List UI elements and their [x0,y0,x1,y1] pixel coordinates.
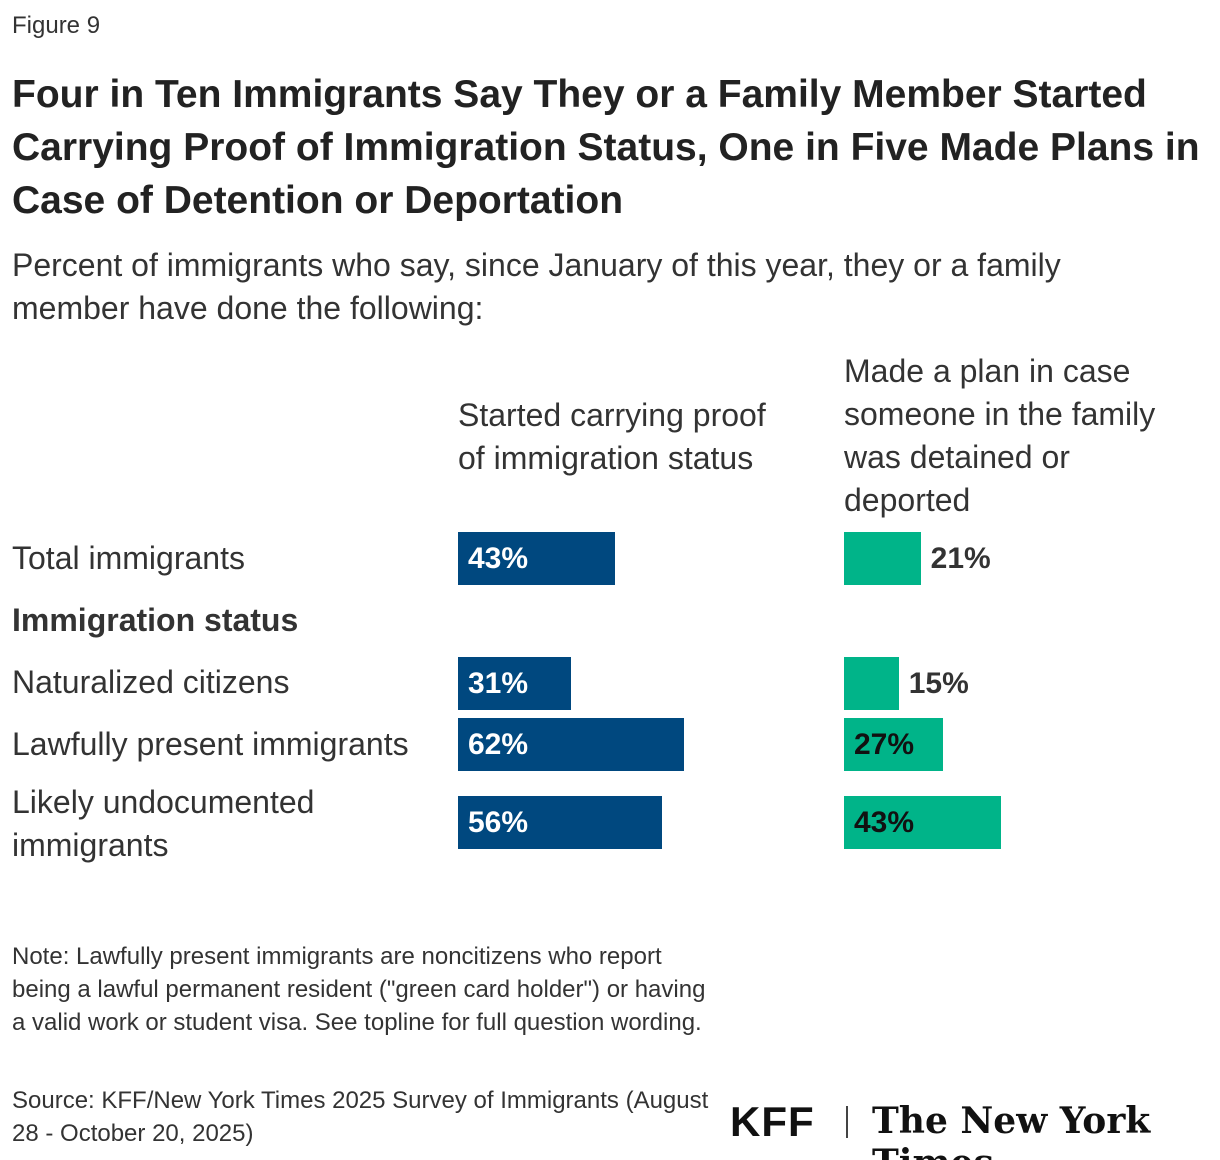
row-label-naturalized: Naturalized citizens [12,664,290,700]
chart-subtitle: Percent of immigrants who say, since Jan… [12,247,1061,326]
bar-value-label: 43% [468,542,529,575]
bar-plan-0 [844,532,921,585]
bar-plan-3 [844,796,1001,849]
bar-value-label: 43% [854,806,915,839]
bar-value-label: 31% [468,667,529,700]
row-label-undocumented: Likely undocumented immigrants [12,784,315,863]
column-header-proof: Started carrying proof of immigration st… [458,397,766,476]
bar-proof-1 [458,657,572,710]
bar-value-label: 15% [908,667,969,700]
chart-note: Note: Lawfully present immigrants are no… [12,943,706,1036]
bar-value-label: 27% [854,728,915,761]
bar-plan-2 [844,718,943,771]
bar-proof-0 [458,532,615,585]
figure-label: Figure 9 [12,12,101,39]
nyt-logo: The New York Times [872,1100,1151,1160]
row-label-total: Total immigrants [12,540,245,576]
bar-proof-2 [458,718,685,771]
kff-logo: KFF [730,1098,815,1145]
bar-value-label: 21% [930,542,991,575]
row-label-lawful: Lawfully present immigrants [12,726,409,762]
bar-proof-3 [458,796,663,849]
logo-divider [846,1106,848,1138]
bar-value-label: 62% [468,728,529,761]
chart-title: Four in Ten Immigrants Say They or a Fam… [12,73,1200,222]
chart-source: Source: KFF/New York Times 2025 Survey o… [12,1087,709,1147]
group-heading: Immigration status [12,602,299,638]
column-header-plan: Made a plan in case someone in the famil… [844,353,1156,518]
bar-value-label: 56% [468,806,529,839]
bar-plan-1 [844,657,899,710]
